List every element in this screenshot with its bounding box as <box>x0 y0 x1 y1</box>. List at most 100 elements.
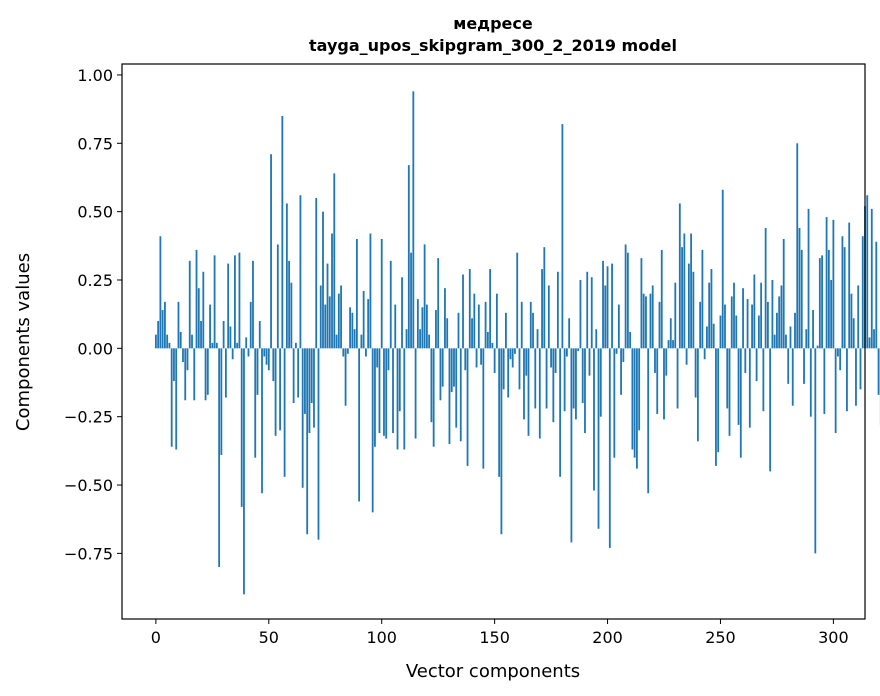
bar <box>297 348 300 398</box>
bar <box>204 348 207 401</box>
bar <box>498 348 501 477</box>
bar <box>154 334 157 349</box>
bar <box>615 348 618 354</box>
bar <box>484 301 487 349</box>
bar <box>245 337 248 349</box>
bar <box>796 143 799 349</box>
bar <box>398 348 401 412</box>
bar <box>166 334 169 349</box>
bar <box>288 260 291 349</box>
bar <box>663 348 665 420</box>
bar <box>202 271 205 349</box>
bar <box>538 348 541 439</box>
bar <box>267 348 270 371</box>
bar <box>326 263 329 349</box>
bar <box>500 348 503 535</box>
bar <box>692 271 695 349</box>
bar <box>570 348 573 543</box>
bar <box>857 285 860 349</box>
bar <box>209 304 211 349</box>
bar <box>206 348 209 395</box>
bar <box>821 255 823 349</box>
bar <box>396 348 399 450</box>
bar <box>669 318 672 349</box>
bar <box>794 312 796 349</box>
bar <box>742 288 744 349</box>
bar <box>658 301 661 349</box>
bar <box>764 228 767 349</box>
bar <box>464 348 467 371</box>
bar <box>285 203 288 349</box>
bar <box>450 348 453 393</box>
bar <box>717 348 720 453</box>
bar <box>710 269 713 349</box>
bar <box>351 312 354 349</box>
bar <box>676 348 679 409</box>
bar <box>272 348 275 382</box>
bar <box>193 348 196 401</box>
bar <box>789 326 792 349</box>
bar <box>737 348 740 425</box>
bar <box>294 342 297 349</box>
bar <box>308 348 311 434</box>
bar <box>631 348 634 450</box>
bar <box>416 299 419 349</box>
x-tick-label: 0 <box>151 628 161 647</box>
bar <box>283 348 286 477</box>
y-tick-label: 0.75 <box>77 134 113 153</box>
bar <box>850 293 853 349</box>
bar <box>220 348 223 455</box>
bar <box>247 348 250 357</box>
bar <box>755 348 758 382</box>
bar <box>870 208 873 349</box>
bar <box>769 348 772 472</box>
bar <box>868 337 871 349</box>
bar <box>405 329 408 349</box>
bars-group <box>154 91 880 595</box>
bar <box>608 348 611 548</box>
bar <box>559 348 562 477</box>
bar <box>830 279 833 349</box>
bar <box>852 318 855 349</box>
bar <box>586 271 589 349</box>
bar <box>620 348 622 395</box>
x-tick-label: 150 <box>479 628 510 647</box>
bar <box>873 329 875 349</box>
bar <box>507 348 510 398</box>
bar <box>367 299 370 349</box>
bar <box>466 348 469 466</box>
bar <box>726 348 729 409</box>
bar <box>213 255 216 349</box>
x-tick-label: 250 <box>705 628 736 647</box>
bar <box>746 299 749 349</box>
bar <box>647 348 650 494</box>
bar <box>486 331 489 349</box>
bar <box>265 348 268 365</box>
bar <box>825 217 828 349</box>
bar <box>701 249 704 349</box>
bar <box>712 323 715 349</box>
y-tick-label: −0.50 <box>64 476 113 495</box>
bar <box>175 348 178 450</box>
bar <box>374 348 376 447</box>
bar <box>581 348 584 404</box>
bar <box>188 260 191 349</box>
bar <box>809 348 812 417</box>
bar <box>590 277 593 349</box>
bar <box>362 290 365 349</box>
bar <box>739 348 742 458</box>
bar <box>276 244 279 349</box>
bar <box>249 301 252 349</box>
bar <box>514 348 516 354</box>
bar <box>254 348 257 458</box>
bar <box>543 247 546 349</box>
bar <box>317 348 320 540</box>
bar <box>837 348 839 357</box>
bar <box>523 348 525 420</box>
bar <box>263 348 266 357</box>
bar <box>441 348 444 387</box>
bar <box>369 233 372 349</box>
x-tick-label: 300 <box>818 628 849 647</box>
bar <box>832 219 835 349</box>
bar <box>866 195 869 349</box>
